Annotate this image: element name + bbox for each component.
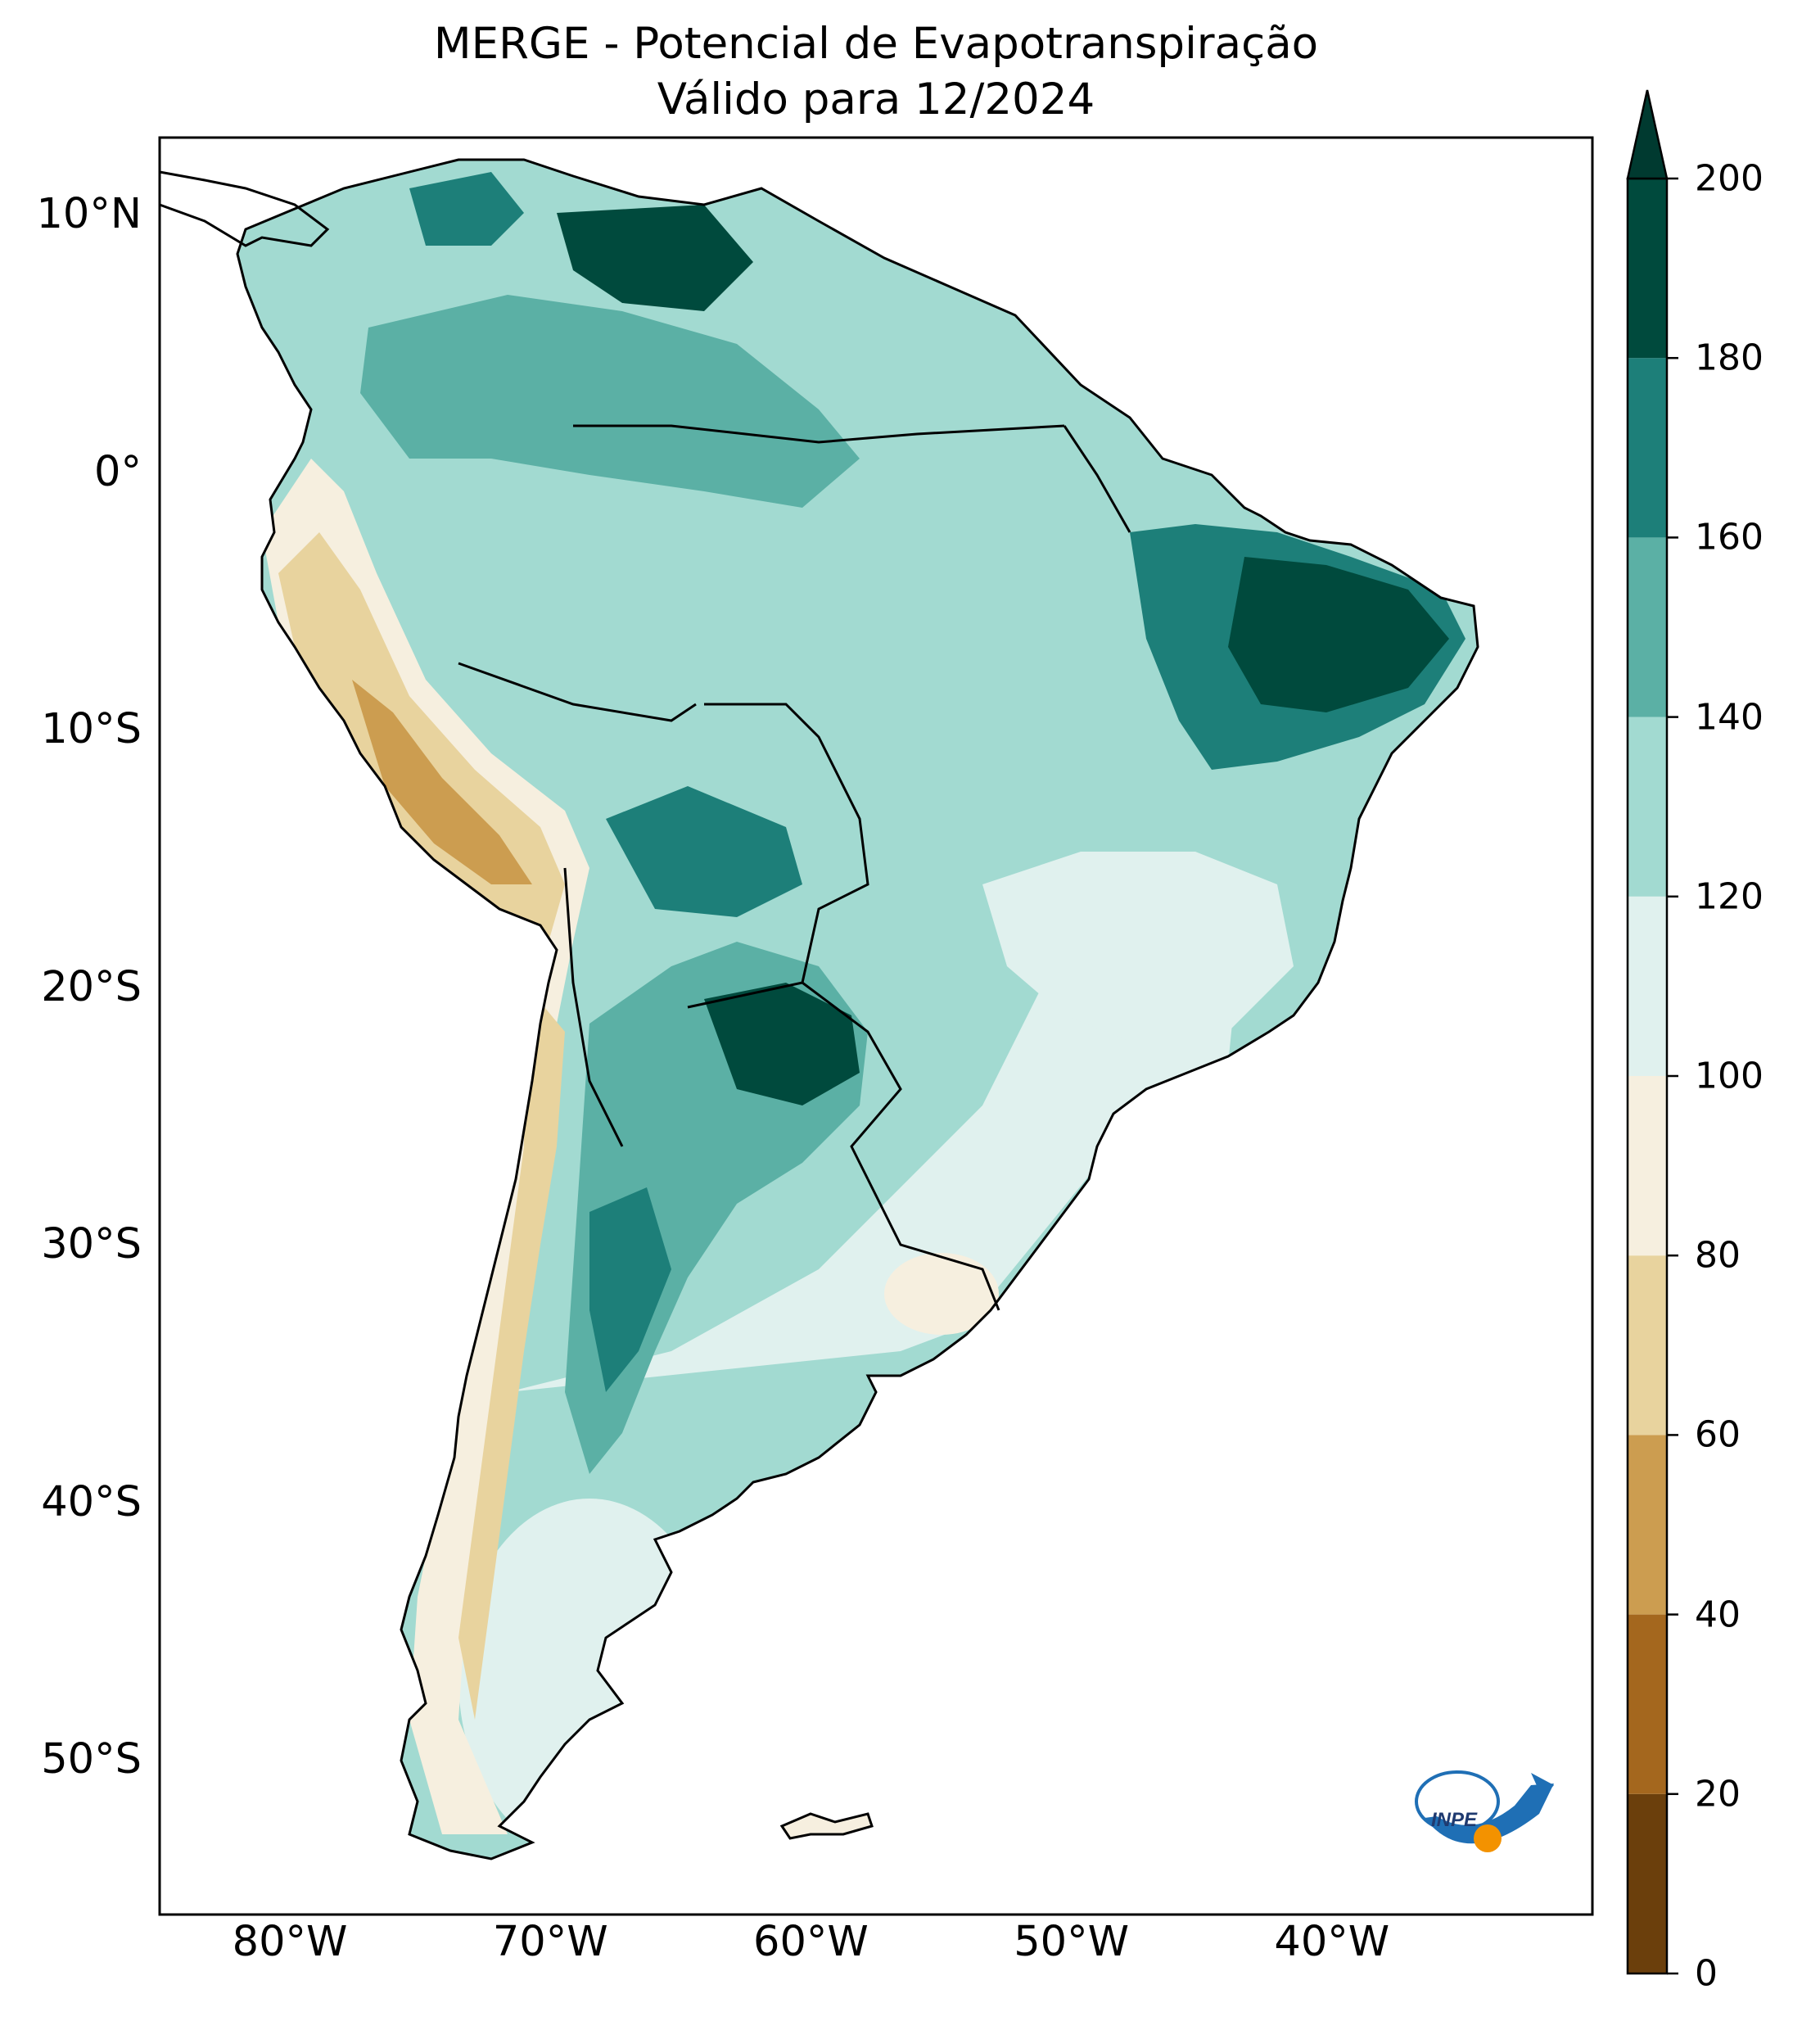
pet-zone-andes-brown bbox=[352, 680, 532, 884]
lon-tick-label: 60°W bbox=[753, 1918, 869, 1966]
colorbar-tick-label: 60 bbox=[1695, 1413, 1741, 1456]
pet-field bbox=[262, 172, 1465, 1859]
lon-tick-label: 70°W bbox=[492, 1918, 608, 1966]
colorbar-tick-label: 160 bbox=[1695, 516, 1764, 558]
pet-zone-uruguay bbox=[884, 1253, 999, 1335]
colorbar-tick-label: 80 bbox=[1695, 1234, 1741, 1277]
lat-tick-label: 20°S bbox=[41, 962, 142, 1011]
lat-tick-label: 30°S bbox=[41, 1220, 142, 1269]
colorbar-segment bbox=[1628, 179, 1667, 359]
pet-zone-southeast bbox=[982, 852, 1294, 1048]
inpe-logo-sun-icon bbox=[1474, 1824, 1502, 1852]
border-peru-brazil bbox=[458, 662, 697, 722]
inpe-logo-arrow-icon bbox=[1531, 1773, 1554, 1798]
colorbar-segment bbox=[1628, 1435, 1667, 1615]
pet-zone-bolivia bbox=[606, 786, 802, 917]
colorbar-tick-label: 120 bbox=[1695, 875, 1764, 918]
pet-zone-chile-tan bbox=[458, 983, 565, 1720]
pet-zone-chaco-core bbox=[704, 983, 860, 1105]
border-amazon-north bbox=[573, 424, 1065, 444]
colorbar-segment bbox=[1628, 1614, 1667, 1794]
lat-tick-label: 50°S bbox=[41, 1735, 142, 1784]
lat-tick-label: 40°S bbox=[41, 1477, 142, 1526]
colorbar-tick-label: 0 bbox=[1695, 1952, 1718, 1995]
pet-zone-north-amazon bbox=[360, 295, 860, 508]
border-paraguay bbox=[687, 981, 902, 1180]
colorbar bbox=[1626, 177, 1678, 1975]
colorbar-segment bbox=[1628, 537, 1667, 717]
colorbar-tick-label: 180 bbox=[1695, 337, 1764, 379]
colorbar-tick-label: 20 bbox=[1695, 1773, 1741, 1815]
colorbar-tick-label: 200 bbox=[1695, 157, 1764, 200]
inpe-logo-text: INPE bbox=[1431, 1809, 1478, 1831]
pet-zone-cordoba bbox=[589, 1187, 671, 1392]
central-america-coast bbox=[159, 170, 330, 247]
lon-tick-label: 40°W bbox=[1274, 1918, 1390, 1966]
pet-zone-colombia-north bbox=[409, 172, 524, 246]
pet-zone-northeast-core bbox=[1228, 557, 1449, 712]
colorbar-segment bbox=[1628, 1255, 1667, 1435]
border-guianas bbox=[1063, 425, 1131, 533]
colorbar-tick-label: 140 bbox=[1695, 696, 1764, 739]
lat-tick-label: 10°S bbox=[41, 705, 142, 754]
map-title-line-1: MERGE - Potencial de Evapotranspiração bbox=[433, 19, 1319, 69]
map-title-line-2: Válido para 12/2024 bbox=[657, 75, 1095, 124]
border-argentina-chile-north bbox=[563, 867, 624, 1147]
lon-tick-label: 50°W bbox=[1014, 1918, 1130, 1966]
falkland-islands bbox=[779, 1812, 874, 1840]
colorbar-segment bbox=[1628, 896, 1667, 1076]
colorbar-segment bbox=[1628, 358, 1667, 538]
colorbar-segment bbox=[1628, 1793, 1667, 1973]
colorbar-tick-label: 40 bbox=[1695, 1594, 1741, 1636]
inpe-logo: INPE bbox=[1415, 1770, 1554, 1852]
colorbar-segment bbox=[1628, 1076, 1667, 1256]
inpe-logo-swoosh bbox=[1425, 1784, 1554, 1844]
colorbar-extend-arrow bbox=[1626, 89, 1669, 180]
pet-zone-venezuela-core bbox=[557, 205, 753, 311]
colorbar-segment bbox=[1628, 717, 1667, 897]
country-borders bbox=[458, 424, 1131, 1311]
border-bolivia-brazil bbox=[704, 703, 869, 983]
lon-tick-label: 80°W bbox=[232, 1918, 348, 1966]
lat-tick-label: 10°N bbox=[36, 190, 142, 239]
border-uruguay-brazil bbox=[866, 1178, 1000, 1311]
lat-tick-label: 0° bbox=[94, 447, 142, 496]
colorbar-tick-label: 100 bbox=[1695, 1055, 1764, 1097]
